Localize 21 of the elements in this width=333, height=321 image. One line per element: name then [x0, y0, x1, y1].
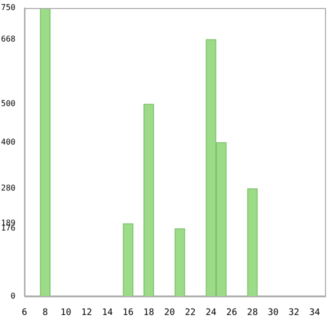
x-tick-label: 28 — [247, 308, 258, 318]
y-tick-label: 500 — [0, 99, 16, 108]
x-tick-label: 34 — [309, 308, 320, 318]
x-tick-label: 26 — [226, 308, 238, 318]
x-tick-label: 10 — [60, 308, 72, 318]
x-tick-label: 24 — [206, 308, 216, 318]
x-tick-label: 8 — [42, 308, 48, 318]
x-tick-label: 22 — [184, 308, 196, 318]
x-tick-label: 16 — [122, 308, 134, 318]
y-tick-label: 668 — [0, 34, 16, 44]
x-tick-label: 6 — [22, 308, 28, 318]
y-tick-label: 400 — [0, 138, 16, 147]
x-tick-label: 18 — [143, 308, 154, 318]
x-tick-label: 12 — [81, 308, 92, 318]
y-tick-label: 280 — [0, 184, 16, 193]
x-tick-label: 32 — [288, 308, 300, 318]
y-tick-label: 750 — [0, 3, 16, 12]
y-tick-label: 0 — [10, 291, 16, 300]
x-tick-label: 30 — [268, 308, 279, 318]
x-tick-label: 20 — [164, 308, 175, 318]
x-tick-label: 14 — [102, 308, 113, 318]
